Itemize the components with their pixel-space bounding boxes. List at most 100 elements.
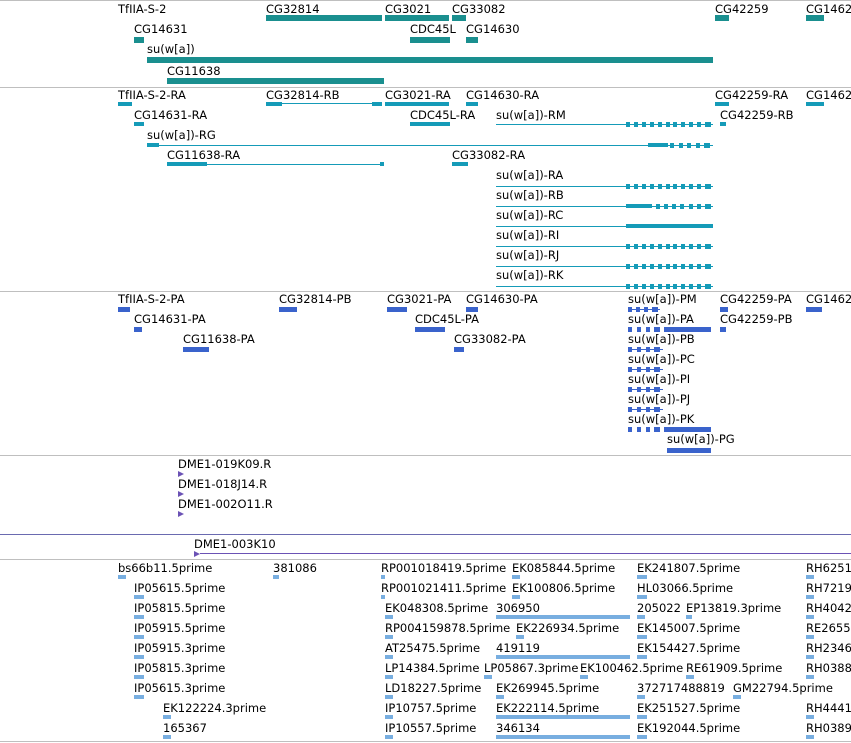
feature-glyph[interactable] xyxy=(385,15,449,21)
exon-glyph[interactable] xyxy=(665,284,670,289)
feature-glyph[interactable] xyxy=(410,122,450,126)
exon-glyph[interactable] xyxy=(636,407,641,412)
exon-glyph[interactable] xyxy=(657,284,662,289)
feature-label[interactable]: RH4042 xyxy=(806,601,851,615)
exon-glyph[interactable] xyxy=(681,244,686,249)
exon-glyph[interactable] xyxy=(641,284,646,289)
exon-glyph[interactable] xyxy=(689,122,694,127)
feature-label[interactable]: su(w[a])-PA xyxy=(628,312,694,326)
exon-glyph[interactable] xyxy=(657,264,662,269)
feature-label[interactable]: IP10557.5prime xyxy=(385,721,477,735)
est-glyph[interactable] xyxy=(637,595,647,599)
feature-glyph[interactable] xyxy=(266,102,282,106)
exon-glyph[interactable] xyxy=(626,122,630,127)
feature-label[interactable]: CG14631 xyxy=(134,22,188,36)
feature-label[interactable]: CG42259 xyxy=(715,2,769,16)
est-glyph[interactable] xyxy=(733,695,741,699)
exon-glyph[interactable] xyxy=(673,264,678,269)
feature-glyph[interactable] xyxy=(720,122,726,126)
est-glyph[interactable] xyxy=(512,595,520,599)
feature-label[interactable]: CG1462 xyxy=(806,2,851,16)
feature-glyph[interactable] xyxy=(380,162,384,166)
feature-label[interactable]: EK269945.5prime xyxy=(496,681,600,695)
feature-glyph[interactable] xyxy=(806,102,824,106)
feature-label[interactable]: DME1-019K09.R xyxy=(178,457,272,471)
est-glyph[interactable] xyxy=(496,715,630,719)
exon-glyph[interactable] xyxy=(645,327,650,332)
exon-glyph[interactable] xyxy=(705,122,712,127)
feature-label[interactable]: 381086 xyxy=(273,561,317,575)
exon-glyph[interactable] xyxy=(649,122,654,127)
exon-glyph[interactable] xyxy=(657,184,662,189)
feature-glyph[interactable] xyxy=(147,57,713,63)
exon-glyph[interactable] xyxy=(673,122,678,127)
exon-glyph[interactable] xyxy=(681,264,686,269)
est-glyph[interactable] xyxy=(806,735,814,739)
feature-label[interactable]: CG33082 xyxy=(452,2,506,16)
exon-glyph[interactable] xyxy=(636,427,641,432)
feature-label[interactable]: GM22794.5prime xyxy=(733,681,833,695)
feature-label[interactable]: CG11638-PA xyxy=(183,332,255,346)
exon-glyph[interactable] xyxy=(654,427,661,432)
feature-label[interactable]: su(w[a])-PK xyxy=(628,412,695,426)
feature-glyph[interactable] xyxy=(134,122,144,126)
est-glyph[interactable] xyxy=(637,735,647,739)
est-glyph[interactable] xyxy=(381,595,385,599)
exon-glyph[interactable] xyxy=(636,387,641,392)
exon-glyph[interactable] xyxy=(645,367,650,372)
exon-glyph[interactable] xyxy=(689,264,694,269)
feature-label[interactable]: 372717488819 xyxy=(637,681,725,695)
est-glyph[interactable] xyxy=(134,695,144,699)
feature-label[interactable]: 419119 xyxy=(496,641,540,655)
feature-label[interactable]: CG3021-PA xyxy=(387,292,452,306)
est-glyph[interactable] xyxy=(163,735,171,739)
exon-glyph[interactable] xyxy=(645,347,650,352)
est-glyph[interactable] xyxy=(637,655,647,659)
feature-label[interactable]: su(w[a])-RI xyxy=(496,228,560,242)
feature-label[interactable]: CG32814 xyxy=(266,2,320,16)
exon-glyph[interactable] xyxy=(688,204,693,209)
est-glyph[interactable] xyxy=(637,635,647,639)
exon-glyph[interactable] xyxy=(697,264,702,269)
feature-label[interactable]: su(w[a])-PJ xyxy=(628,392,691,406)
est-glyph[interactable] xyxy=(686,675,694,679)
feature-label[interactable]: TfIIA-S-2-RA xyxy=(118,88,186,102)
est-glyph[interactable] xyxy=(134,655,144,659)
feature-label[interactable]: su(w[a])-PG xyxy=(667,432,735,446)
feature-label[interactable]: CG33082-RA xyxy=(452,148,526,162)
exon-glyph[interactable] xyxy=(626,244,630,249)
feature-glyph[interactable] xyxy=(118,102,132,106)
feature-arrow-icon[interactable] xyxy=(194,551,200,557)
feature-label[interactable]: CG14631-RA xyxy=(134,108,208,122)
feature-label[interactable]: RH0389 xyxy=(806,721,851,735)
exon-glyph[interactable] xyxy=(673,244,678,249)
feature-label[interactable]: CG42259-PB xyxy=(720,312,793,326)
feature-label[interactable]: EK100462.5prime xyxy=(580,661,684,675)
exon-glyph[interactable] xyxy=(654,407,661,412)
feature-label[interactable]: EK251527.5prime xyxy=(637,701,741,715)
exon-glyph[interactable] xyxy=(705,184,712,189)
feature-label[interactable]: IP05815.3prime xyxy=(134,661,226,675)
feature-label[interactable]: TfIIA-S-2-PA xyxy=(118,292,185,306)
feature-glyph[interactable] xyxy=(372,102,382,106)
exon-glyph[interactable] xyxy=(665,244,670,249)
exon-glyph[interactable] xyxy=(681,284,686,289)
feature-label[interactable]: CDC45L-PA xyxy=(415,312,479,326)
est-glyph[interactable] xyxy=(385,715,393,719)
est-glyph[interactable] xyxy=(580,675,588,679)
exon-glyph[interactable] xyxy=(678,143,683,148)
feature-label[interactable]: RH7219 xyxy=(806,581,851,595)
exon-glyph[interactable] xyxy=(672,204,677,209)
est-glyph[interactable] xyxy=(385,635,393,639)
feature-glyph[interactable] xyxy=(452,15,466,21)
feature-label[interactable]: CG42259-RB xyxy=(720,108,794,122)
feature-label[interactable]: su(w[a]) xyxy=(147,42,195,56)
est-glyph[interactable] xyxy=(637,575,647,579)
est-glyph[interactable] xyxy=(496,615,630,619)
feature-label[interactable]: RE61909.5prime xyxy=(686,661,783,675)
exon-glyph[interactable] xyxy=(628,387,632,392)
exon-glyph[interactable] xyxy=(687,143,692,148)
exon-glyph[interactable] xyxy=(654,347,661,352)
feature-label[interactable]: EK085844.5prime xyxy=(512,561,616,575)
feature-label[interactable]: EK100806.5prime xyxy=(512,581,616,595)
